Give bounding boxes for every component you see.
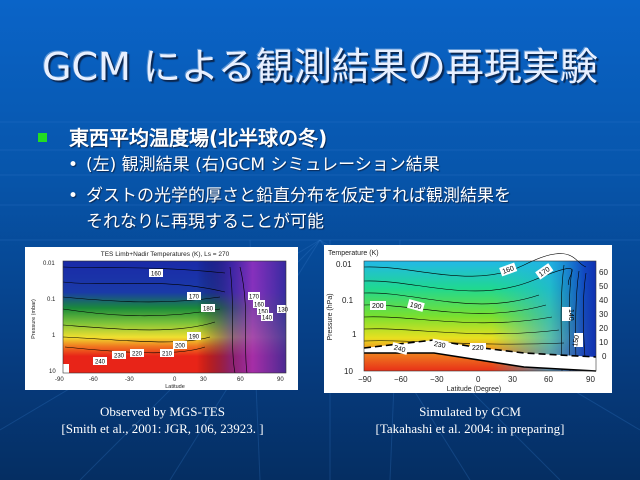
svg-text:0: 0 [602,352,607,361]
svg-text:−90: −90 [358,375,372,384]
svg-text:150: 150 [258,310,269,316]
svg-text:160: 160 [502,265,515,276]
svg-text:10: 10 [49,369,56,375]
svg-text:0: 0 [476,375,481,384]
svg-text:90: 90 [586,375,595,384]
svg-text:0.01: 0.01 [43,261,55,267]
svg-text:190: 190 [409,302,422,312]
chart-title: TES Limb+Nadir Temperatures (K), Ls = 27… [101,251,230,258]
figure-simulated: Temperature (K) 160 170 200 190 140 150 … [324,245,612,393]
svg-text:60: 60 [599,268,608,277]
svg-text:0.1: 0.1 [47,297,56,303]
svg-text:160: 160 [254,303,265,309]
svg-text:230: 230 [433,341,446,350]
svg-text:10: 10 [599,338,608,347]
svg-text:−30: −30 [430,375,444,384]
svg-text:0.1: 0.1 [342,296,354,305]
svg-text:240: 240 [95,360,106,366]
sub-bullet-2-text-line2: それなりに再現することが可能 [86,212,324,232]
svg-text:30: 30 [200,377,207,383]
sub-bullet-1-text: (左) 観測結果 (右)GCM シミュレーション結果 [86,155,440,175]
caption-simulated-line2: [Takahashi et al. 2004: in preparing] [375,421,565,436]
svg-text:140: 140 [262,316,273,322]
svg-text:180: 180 [203,307,214,313]
caption-simulated-line1: Simulated by GCM [419,404,521,419]
caption-simulated: Simulated by GCM [Takahashi et al. 2004:… [320,403,620,437]
bullet-main: 東西平均温度場(北半球の冬) [38,122,327,151]
svg-text:170: 170 [249,295,260,301]
svg-text:0.01: 0.01 [336,260,352,269]
sub-bullet-2: • ダストの光学的厚さと鉛直分布を仮定すれば観測結果を それなりに再現することが可… [68,183,511,235]
svg-text:1: 1 [52,333,56,339]
caption-observed: Observed by MGS-TES [Smith et al., 2001:… [25,403,300,437]
svg-text:140: 140 [567,309,574,321]
svg-text:1: 1 [352,330,357,339]
svg-text:230: 230 [114,354,125,360]
svg-text:30: 30 [599,310,608,319]
svg-text:130: 130 [278,308,289,314]
slide-title: GCM による観測結果の再現実験 [42,45,598,89]
caption-observed-line2: [Smith et al., 2001: JGR, 106, 23923. ] [61,421,264,436]
svg-text:-60: -60 [89,377,98,383]
sub-bullet-1: • (左) 観測結果 (右)GCM シミュレーション結果 [68,152,440,178]
chart-title: Temperature (K) [328,250,379,257]
bullet-dot-icon: • [68,155,79,175]
svg-text:90: 90 [277,377,284,383]
svg-text:240: 240 [393,345,406,355]
svg-text:-90: -90 [55,377,64,383]
svg-text:60: 60 [544,375,553,384]
svg-text:50: 50 [599,282,608,291]
svg-text:220: 220 [472,345,484,352]
svg-text:20: 20 [599,324,608,333]
bullet-main-label: 東西平均温度場(北半球の冬) [69,126,328,150]
svg-text:190: 190 [189,335,200,341]
bullet-dot-icon: • [68,186,79,206]
svg-text:-30: -30 [125,377,134,383]
figure-observed: TES Limb+Nadir Temperatures (K), Ls = 27… [25,247,298,390]
x-axis-label: Latitude (Degree) [447,386,501,393]
svg-text:210: 210 [162,352,173,358]
x-axis-label: Latitude [165,384,185,390]
y-axis-label: Pressure (mbar) [31,299,37,339]
svg-text:0: 0 [173,377,177,383]
bullet-square-icon [38,133,47,142]
svg-text:200: 200 [372,303,384,310]
caption-observed-line1: Observed by MGS-TES [100,404,225,419]
svg-text:−60: −60 [394,375,408,384]
y-axis-label: Pressure (hPa) [327,293,334,340]
simulated-temperature-chart: Temperature (K) 160 170 200 190 140 150 … [327,250,608,393]
svg-text:160: 160 [151,272,162,278]
svg-text:30: 30 [508,375,517,384]
svg-text:220: 220 [132,352,143,358]
svg-text:60: 60 [237,377,244,383]
observed-temperature-chart: TES Limb+Nadir Temperatures (K), Ls = 27… [31,251,290,390]
sub-bullet-2-text-line1: ダストの光学的厚さと鉛直分布を仮定すれば観測結果を [86,186,511,206]
svg-text:10: 10 [344,367,353,376]
svg-text:150: 150 [572,335,581,348]
svg-text:40: 40 [599,296,608,305]
svg-text:200: 200 [175,344,186,350]
svg-text:170: 170 [189,295,200,301]
